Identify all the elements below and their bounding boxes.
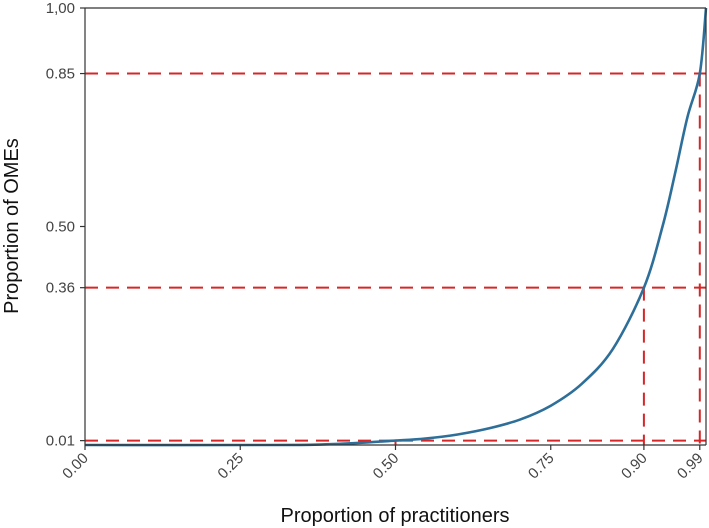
y-tick-label: 0.50 [46,219,75,236]
x-tick-label: 0.75 [525,450,558,483]
y-axis-title: Proportion of OMEs [1,138,23,314]
x-ticks: 0.00 0.25 0.50 0.75 0.90 0.99 [59,445,707,483]
x-tick-label: 0.99 [674,450,707,483]
x-axis-title: Proportion of practitioners [280,505,509,527]
y-ticks: 0.01 0.36 0.50 0.85 1,00 [46,0,85,450]
reference-lines [85,72,706,445]
series-line [84,7,708,447]
y-tick-label: 0.01 [46,433,75,450]
x-tick-label: 0.00 [59,450,92,483]
y-tick-label: 0.85 [46,66,75,83]
x-tick-label: 0.50 [370,450,403,483]
x-tick-label: 0.90 [618,450,651,483]
data-series [84,7,708,447]
x-tick-label: 0.25 [214,450,247,483]
y-tick-label: 1,00 [46,0,75,17]
y-tick-label: 0.36 [46,280,75,297]
